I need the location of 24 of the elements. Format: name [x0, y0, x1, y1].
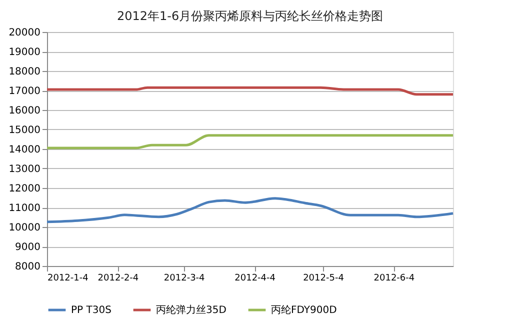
y-tick-label: 19000: [8, 47, 40, 58]
y-tick-label: 18000: [8, 66, 40, 78]
y-tick-label: 15000: [8, 125, 40, 136]
y-tick-label: 9000: [15, 242, 40, 253]
legend-label: 丙纶弹力丝35D: [156, 304, 227, 316]
y-tick-label: 12000: [8, 184, 40, 194]
x-tick-label: 2012-2-4: [98, 274, 139, 284]
x-tick-label: 2012-1-4: [48, 274, 89, 284]
legend-label: PP T30S: [71, 305, 112, 316]
y-tick-label: 20000: [8, 28, 40, 38]
legend-label: 丙纶FDY900D: [271, 304, 338, 316]
y-tick-label: 10000: [8, 222, 40, 234]
y-tick-label: 17000: [8, 86, 40, 97]
line-series: [46, 197, 454, 224]
chart-title: 2012年1-6月份聚丙烯原料与丙纶长丝价格走势图: [116, 9, 384, 23]
y-tick-label: 14000: [8, 144, 40, 156]
x-tick-label: 2012-4-4: [234, 274, 276, 284]
y-tick-label: 11000: [8, 203, 40, 214]
y-tick-label: 8000: [15, 262, 40, 272]
y-tick-label: 16000: [8, 106, 40, 116]
x-tick-label: 2012-6-4: [374, 274, 415, 284]
x-tick-label: 2012-3-4: [164, 274, 206, 284]
y-tick-label: 13000: [8, 164, 40, 175]
x-tick-label: 2012-5-4: [303, 274, 344, 284]
